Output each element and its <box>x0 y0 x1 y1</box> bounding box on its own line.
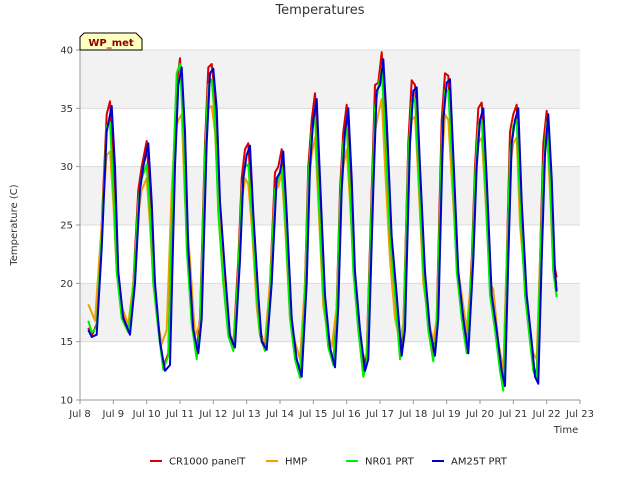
x-tick-label: Jul 21 <box>498 409 527 420</box>
badge-label: WP_met <box>88 38 134 49</box>
plot-band <box>80 225 580 284</box>
data-lines <box>87 51 558 392</box>
y-tick-label: 25 <box>60 221 73 232</box>
x-tick-label: Jul 18 <box>398 409 427 420</box>
x-tick-label: Jul 15 <box>298 409 327 420</box>
legend-label-1: CR1000 panelT <box>169 457 246 468</box>
x-axis-label: Time <box>553 425 578 436</box>
chart-title: Temperatures <box>274 3 364 18</box>
x-tick-label: Jul 12 <box>198 409 227 420</box>
y-tick-label: 40 <box>60 46 73 57</box>
badge-shape <box>79 32 143 51</box>
legend: CR1000 panelT HMP NR01 PRT AM25T PRT <box>150 457 508 468</box>
x-tick-label: Jul 8 <box>68 409 91 420</box>
x-axis-ticks: Jul 8 Jul 9 Jul 10 Jul 11 Jul 12 Jul 13 Jul 14… <box>68 400 594 420</box>
series-line-4 <box>87 58 558 387</box>
plot-band <box>80 50 580 109</box>
series-line-3 <box>87 63 558 392</box>
plot-background <box>80 50 580 400</box>
plot-band <box>80 108 580 167</box>
legend-label-4: AM25T PRT <box>451 457 508 468</box>
y-tick-label: 20 <box>60 279 73 290</box>
plot-band <box>80 166 580 225</box>
x-tick-label: Jul 16 <box>332 409 361 420</box>
x-tick-label: Jul 9 <box>102 409 125 420</box>
x-tick-label: Jul 22 <box>532 409 561 420</box>
x-tick-label: Jul 14 <box>265 409 294 420</box>
y-axis-ticks: 10 15 20 25 30 35 40 <box>60 46 80 407</box>
y-axis-label: Temperature (C) <box>9 184 20 266</box>
x-tick-label: Jul 19 <box>432 409 461 420</box>
y-tick-label: 35 <box>60 104 73 115</box>
station-badge: WP_met <box>79 32 143 51</box>
x-tick-label: Jul 10 <box>132 409 161 420</box>
x-tick-label: Jul 11 <box>165 409 194 420</box>
legend-label-2: HMP <box>285 457 307 468</box>
legend-label-3: NR01 PRT <box>365 457 415 468</box>
x-tick-label: Jul 20 <box>465 409 494 420</box>
y-tick-label: 15 <box>60 337 73 348</box>
x-tick-label: Jul 23 <box>565 409 594 420</box>
y-tick-label: 30 <box>60 162 73 173</box>
x-tick-label: Jul 13 <box>232 409 261 420</box>
y-tick-label: 10 <box>60 396 73 407</box>
x-tick-label: Jul 17 <box>365 409 394 420</box>
